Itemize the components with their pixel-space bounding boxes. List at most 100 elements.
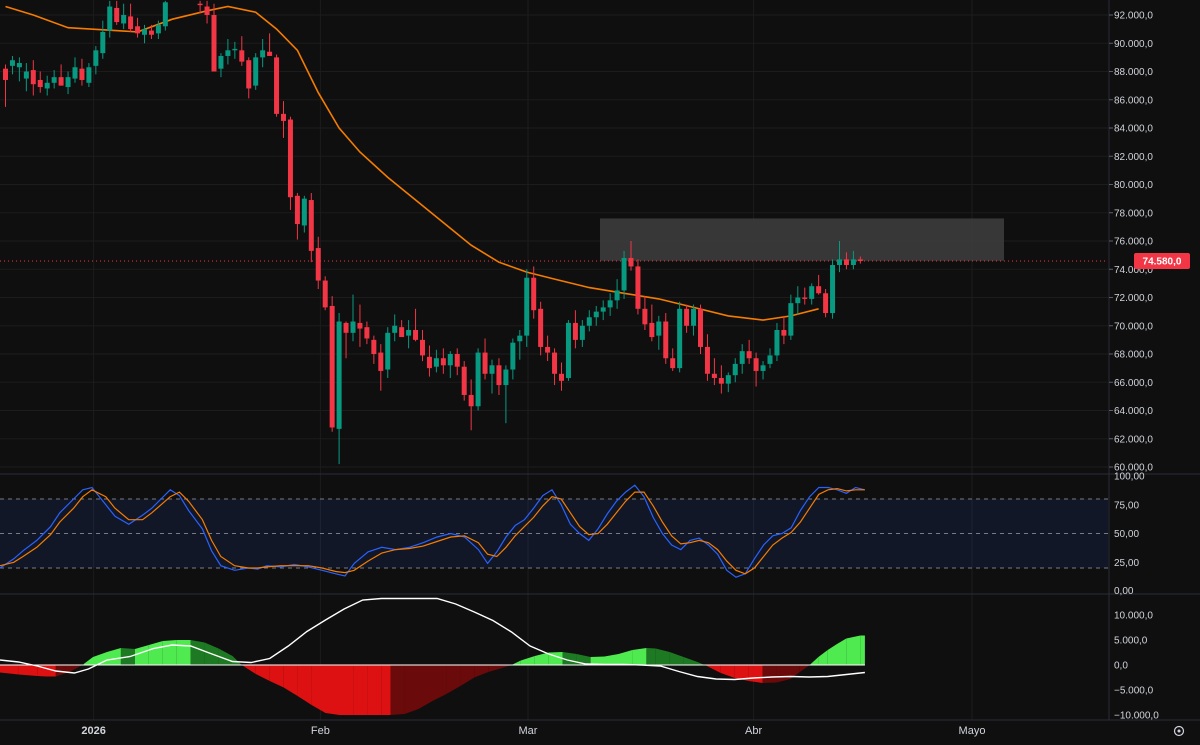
macd-pane[interactable]: [0, 597, 865, 716]
candle-up[interactable]: [621, 250, 627, 299]
candle-up[interactable]: [795, 286, 801, 315]
candle-down[interactable]: [635, 259, 641, 315]
candle-down[interactable]: [135, 17, 141, 38]
candle-up[interactable]: [260, 39, 266, 68]
candle-up[interactable]: [614, 279, 620, 309]
candle-down[interactable]: [753, 352, 759, 387]
candle-up[interactable]: [9, 55, 15, 75]
candle-down[interactable]: [58, 64, 64, 86]
candle-down[interactable]: [308, 192, 314, 263]
candle-down[interactable]: [802, 287, 808, 305]
candle-up[interactable]: [503, 365, 509, 424]
resistance-zone[interactable]: [600, 218, 1004, 261]
candle-up[interactable]: [100, 20, 106, 59]
candle-up[interactable]: [218, 53, 224, 78]
candle-up[interactable]: [767, 348, 773, 369]
candle-up[interactable]: [253, 53, 259, 90]
candle-up[interactable]: [86, 63, 92, 88]
candle-down[interactable]: [204, 0, 210, 24]
candle-down[interactable]: [704, 334, 710, 381]
candle-up[interactable]: [517, 329, 523, 360]
candle-down[interactable]: [628, 241, 634, 271]
candle-up[interactable]: [830, 259, 836, 319]
candle-down[interactable]: [684, 304, 690, 333]
candle-down[interactable]: [343, 321, 349, 359]
candle-down[interactable]: [552, 348, 558, 386]
candle-down[interactable]: [559, 362, 564, 391]
candle-up[interactable]: [739, 344, 745, 374]
candle-up[interactable]: [475, 348, 481, 411]
candle-down[interactable]: [468, 379, 474, 431]
candle-up[interactable]: [392, 314, 398, 342]
stochastic-pane[interactable]: [0, 484, 1108, 578]
candle-down[interactable]: [211, 3, 217, 72]
candle-down[interactable]: [698, 304, 703, 354]
candle-down[interactable]: [545, 335, 551, 362]
candle-up[interactable]: [350, 294, 356, 342]
candle-up[interactable]: [732, 358, 738, 383]
candle-down[interactable]: [531, 266, 537, 319]
candle-down[interactable]: [3, 64, 8, 107]
candle-down[interactable]: [79, 58, 85, 86]
candle-down[interactable]: [357, 304, 363, 347]
candle-down[interactable]: [746, 339, 752, 364]
candle-down[interactable]: [274, 54, 280, 117]
candle-down[interactable]: [420, 329, 425, 362]
time-axis[interactable]: 2026 Feb Mar Abr Mayo: [81, 725, 985, 737]
candle-up[interactable]: [788, 294, 794, 340]
candle-down[interactable]: [711, 358, 717, 386]
candle-up[interactable]: [232, 41, 238, 59]
candle-down[interactable]: [30, 60, 36, 96]
candle-down[interactable]: [322, 276, 328, 311]
candle-up[interactable]: [850, 250, 856, 270]
candle-up[interactable]: [593, 305, 599, 326]
candle-up[interactable]: [677, 301, 683, 373]
candle-down[interactable]: [246, 57, 252, 99]
candle-up[interactable]: [809, 283, 815, 305]
candle-up[interactable]: [162, 0, 168, 31]
candle-up[interactable]: [155, 20, 161, 40]
candle-up[interactable]: [524, 269, 530, 347]
candle-down[interactable]: [440, 348, 446, 374]
gear-icon[interactable]: [1173, 725, 1185, 737]
candle-down[interactable]: [461, 361, 467, 401]
candle-up[interactable]: [107, 0, 113, 38]
candle-down[interactable]: [364, 321, 370, 345]
candle-up[interactable]: [385, 327, 391, 379]
candle-down[interactable]: [37, 71, 43, 93]
candle-up[interactable]: [837, 241, 842, 273]
candle-down[interactable]: [315, 236, 321, 290]
candle-down[interactable]: [281, 101, 286, 138]
candle-up[interactable]: [656, 315, 662, 350]
candle-down[interactable]: [197, 0, 203, 14]
candle-down[interactable]: [816, 274, 822, 295]
candle-up[interactable]: [489, 359, 495, 394]
candle-up[interactable]: [44, 75, 50, 96]
candle-up[interactable]: [142, 24, 147, 44]
candle-up[interactable]: [579, 320, 585, 347]
candle-down[interactable]: [371, 335, 377, 364]
candle-down[interactable]: [294, 192, 300, 240]
candle-up[interactable]: [447, 351, 453, 379]
candle-down[interactable]: [538, 301, 544, 356]
candle-up[interactable]: [336, 313, 342, 465]
candle-down[interactable]: [482, 338, 488, 380]
candle-up[interactable]: [225, 39, 231, 65]
candle-up[interactable]: [607, 293, 613, 316]
candle-down[interactable]: [823, 289, 829, 318]
candle-down[interactable]: [378, 344, 384, 391]
candle-down[interactable]: [239, 36, 245, 66]
candle-up[interactable]: [72, 57, 78, 83]
candle-up[interactable]: [16, 57, 22, 82]
candle-down[interactable]: [663, 313, 669, 364]
candle-up[interactable]: [565, 320, 571, 381]
candle-up[interactable]: [406, 320, 412, 349]
candle-up[interactable]: [65, 71, 71, 95]
price-pane[interactable]: [0, 0, 1108, 465]
candle-up[interactable]: [586, 310, 592, 332]
candle-down[interactable]: [267, 33, 273, 56]
candle-down[interactable]: [781, 315, 787, 345]
candle-up[interactable]: [760, 361, 766, 380]
candle-down[interactable]: [329, 296, 335, 432]
